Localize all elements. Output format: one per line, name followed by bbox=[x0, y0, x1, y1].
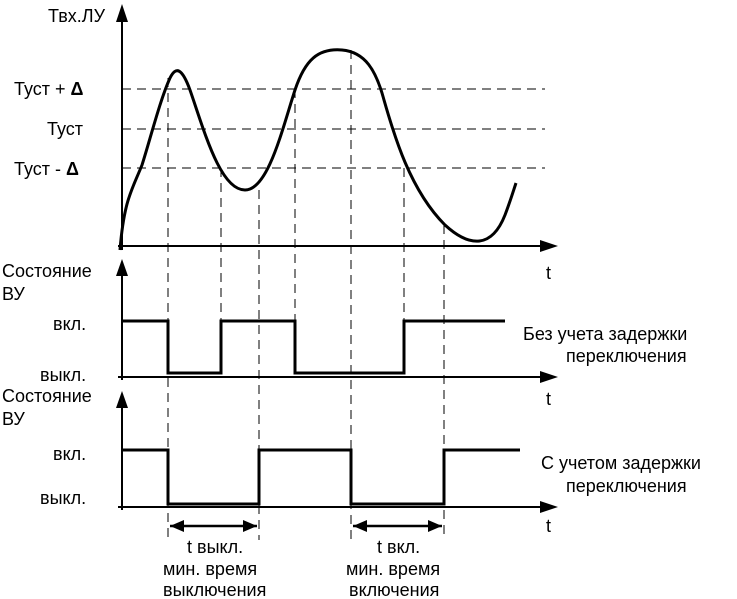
interval-off-title: t выкл. bbox=[187, 537, 243, 557]
middle-y-label-line1: Состояние bbox=[2, 261, 92, 281]
input-signal-curve bbox=[118, 48, 518, 251]
level-lower-label: Туст - Δ bbox=[14, 159, 79, 179]
interval-off-desc-line2: выключения bbox=[163, 580, 266, 599]
interval-on-title: t вкл. bbox=[377, 537, 420, 557]
middle-switch-signal bbox=[122, 319, 505, 375]
bottom-y-arrow bbox=[116, 391, 128, 408]
interval-on-arrow-left bbox=[353, 520, 367, 532]
bottom-switch-signal bbox=[122, 448, 520, 506]
bottom-y-label-line1: Состояние bbox=[2, 386, 92, 406]
bottom-y-label-line2: ВУ bbox=[2, 409, 25, 429]
interval-on-arrow-right bbox=[428, 520, 442, 532]
bottom-on-label: вкл. bbox=[53, 444, 86, 464]
level-setpoint-label: Туст bbox=[47, 119, 83, 139]
middle-x-label: t bbox=[546, 389, 551, 409]
middle-y-arrow bbox=[116, 259, 128, 276]
top-y-arrow bbox=[116, 4, 128, 22]
middle-off-label: выкл. bbox=[40, 365, 86, 385]
middle-y-label-line2: ВУ bbox=[2, 284, 25, 304]
middle-caption-line2: переключения bbox=[566, 346, 687, 366]
bottom-caption-line1: С учетом задержки bbox=[541, 453, 701, 473]
interval-on-desc-line1: мин. время bbox=[346, 559, 440, 579]
top-x-arrow bbox=[540, 240, 558, 252]
middle-caption-line1: Без учета задержки bbox=[523, 324, 687, 344]
interval-off-arrow-left bbox=[170, 520, 184, 532]
interval-off-desc-line1: мин. время bbox=[163, 559, 257, 579]
bottom-caption-line2: переключения bbox=[566, 476, 687, 496]
bottom-off-label: выкл. bbox=[40, 488, 86, 508]
level-upper-label: Туст + Δ bbox=[14, 79, 84, 99]
interval-off-arrow-right bbox=[243, 520, 257, 532]
top-y-label: Твх.ЛУ bbox=[48, 6, 106, 26]
middle-x-arrow bbox=[540, 371, 558, 383]
middle-on-label: вкл. bbox=[53, 314, 86, 334]
bottom-x-arrow bbox=[540, 501, 558, 513]
top-x-label: t bbox=[546, 263, 551, 283]
bottom-x-label: t bbox=[546, 516, 551, 536]
interval-on-desc-line2: включения bbox=[349, 580, 439, 599]
